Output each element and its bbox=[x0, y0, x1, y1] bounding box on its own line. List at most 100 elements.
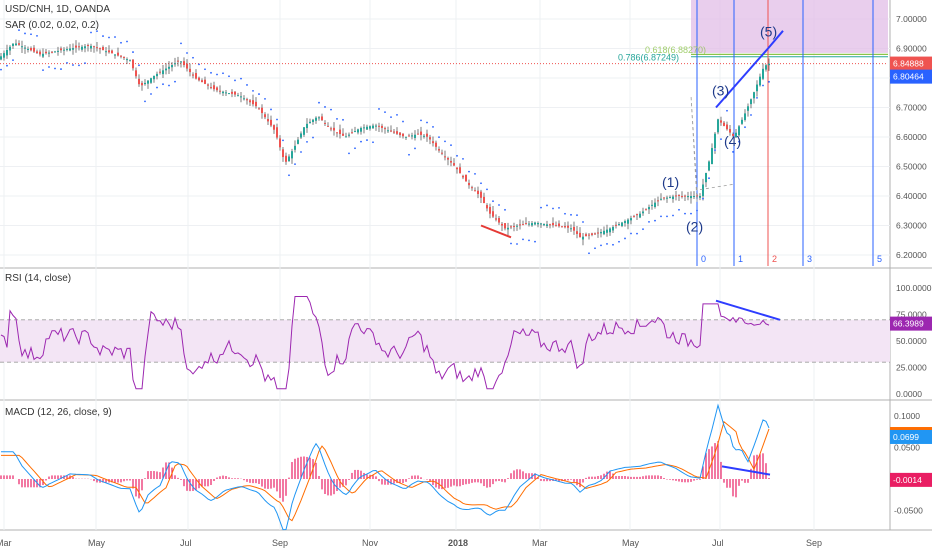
candle-body bbox=[390, 130, 392, 132]
x-tick-label: Jul bbox=[712, 538, 724, 548]
macd-hist-bar bbox=[228, 477, 230, 479]
sar-dot bbox=[534, 240, 536, 243]
candle-body bbox=[642, 211, 644, 214]
candle-body bbox=[726, 124, 728, 130]
candle-body bbox=[540, 223, 542, 225]
candle-body bbox=[3, 53, 5, 58]
sar-dot bbox=[582, 221, 584, 223]
macd-hist-bar bbox=[33, 479, 35, 488]
sar-dot bbox=[90, 31, 92, 34]
macd-hist-bar bbox=[129, 479, 131, 481]
candle-body bbox=[117, 52, 119, 56]
sar-dot bbox=[552, 207, 554, 210]
candle-body bbox=[93, 46, 95, 48]
sar-dot bbox=[576, 214, 578, 217]
candle-body bbox=[495, 218, 497, 220]
candle-body bbox=[234, 91, 236, 95]
candle-body bbox=[453, 163, 455, 166]
candle-body bbox=[627, 219, 629, 224]
macd-hist-bar bbox=[750, 468, 752, 479]
sar-dot bbox=[186, 52, 188, 54]
annotations: (1) (2) (3) (4) (5) 0.786(6.87249)0.618(6.882… bbox=[480, 24, 784, 239]
sar-dot bbox=[504, 208, 506, 211]
macd-hist-bar bbox=[489, 479, 491, 488]
macd-hist-bar bbox=[219, 476, 221, 479]
candle-body bbox=[168, 66, 170, 69]
candle-body bbox=[90, 45, 92, 49]
candle-body bbox=[339, 129, 341, 135]
x-tick-label: Mar bbox=[0, 538, 12, 548]
macd-hist-bar bbox=[54, 475, 56, 479]
candle-body bbox=[522, 224, 524, 226]
candle-body bbox=[612, 226, 614, 231]
macd-hist-bar bbox=[477, 479, 479, 483]
candle-body bbox=[177, 60, 179, 62]
sar-price-badge: 6.80464 bbox=[893, 72, 924, 82]
macd-hist-bar bbox=[516, 469, 518, 479]
macd-hist-bar bbox=[738, 479, 740, 486]
sar-dot bbox=[288, 174, 290, 177]
macd-hist-bar bbox=[243, 479, 245, 481]
macd-hist-bar bbox=[648, 475, 650, 479]
macd-hist-bar bbox=[246, 479, 248, 482]
macd-signal-line bbox=[1, 420, 770, 522]
candle-body bbox=[207, 84, 209, 86]
macd-hist-bar bbox=[429, 479, 431, 482]
macd-hist-bar bbox=[678, 479, 680, 482]
candle-body bbox=[198, 77, 200, 81]
candle-body bbox=[414, 134, 416, 138]
candle-body bbox=[441, 152, 443, 154]
sar-dot bbox=[252, 89, 254, 92]
candle-body bbox=[729, 129, 731, 133]
candle-body bbox=[426, 133, 428, 137]
price-tick-label: 6.20000 bbox=[896, 250, 927, 260]
fib-label-786: 0.786(6.87249) bbox=[618, 52, 679, 62]
sar-dot bbox=[588, 252, 590, 255]
macd-hist-bar bbox=[96, 479, 98, 483]
sar-dot bbox=[54, 67, 56, 70]
sar-dot bbox=[156, 86, 158, 89]
macd-hist-bar bbox=[645, 475, 647, 479]
candle-body bbox=[162, 70, 164, 75]
candle-body bbox=[249, 100, 251, 103]
candle-body bbox=[291, 151, 293, 159]
macd-hist-bar bbox=[630, 476, 632, 479]
macd-hist-bar bbox=[762, 453, 764, 479]
sar-dot bbox=[426, 121, 428, 124]
macd-hist-bar bbox=[279, 479, 281, 498]
macd-hist-bar bbox=[453, 479, 455, 486]
x-tick-label: Sep bbox=[806, 538, 822, 548]
macd-hist-bar bbox=[498, 479, 500, 481]
candle-body bbox=[558, 223, 560, 227]
candle-body bbox=[504, 223, 506, 229]
sar-dot bbox=[672, 214, 674, 217]
macd-hist-bar bbox=[696, 479, 698, 480]
sar-dot bbox=[396, 113, 398, 116]
sar-dot bbox=[366, 139, 368, 141]
macd-hist-bar bbox=[471, 479, 473, 483]
sar-dot bbox=[144, 100, 146, 103]
macd-hist-bar bbox=[513, 470, 515, 479]
candle-body bbox=[18, 43, 20, 45]
macd-hist-bar bbox=[609, 470, 611, 479]
macd-hist-bar bbox=[144, 478, 146, 479]
sar-label: SAR (0.02, 0.02, 0.2) bbox=[5, 20, 99, 31]
candle-body bbox=[576, 231, 578, 234]
sar-dot bbox=[264, 97, 266, 100]
macd-hist-bar bbox=[270, 479, 272, 489]
candle-body bbox=[399, 132, 401, 136]
candle-body bbox=[228, 93, 230, 95]
macd-hist-bar bbox=[663, 477, 665, 479]
candle-body bbox=[246, 99, 248, 101]
price-series bbox=[0, 39, 770, 246]
candle-body bbox=[447, 158, 449, 160]
candle-body bbox=[768, 63, 770, 66]
macd-hist-bar bbox=[132, 479, 134, 489]
candle-body bbox=[417, 133, 419, 135]
macd-hist-bar bbox=[384, 479, 386, 485]
sar-dot bbox=[216, 73, 218, 76]
candle-body bbox=[657, 200, 659, 202]
candle-body bbox=[678, 194, 680, 196]
macd-value-badge-bg bbox=[890, 429, 932, 444]
